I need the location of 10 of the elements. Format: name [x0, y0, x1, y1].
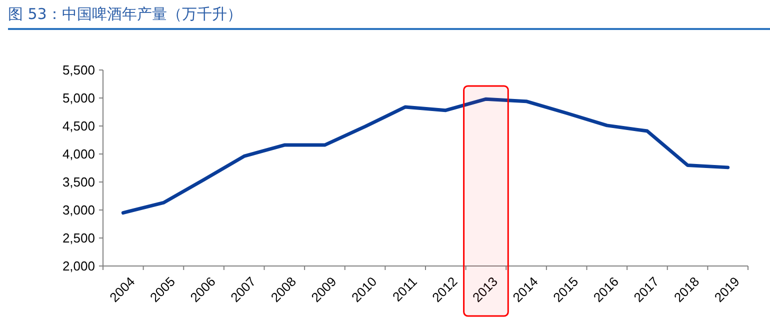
y-tick-label: 3,500 — [62, 174, 95, 190]
y-tick-label: 3,000 — [62, 202, 95, 218]
line-series — [121, 97, 730, 215]
y-tick-label: 5,500 — [62, 62, 95, 78]
y-tick-label: 4,000 — [62, 146, 95, 162]
y-tick-label: 5,000 — [62, 90, 95, 106]
y-tick-label: 2,000 — [62, 258, 95, 274]
y-tick-label: 2,500 — [62, 230, 95, 246]
y-tick-label: 4,500 — [62, 118, 95, 134]
chart-title: 图 53：中国啤酒年产量（万千升） — [8, 5, 242, 23]
